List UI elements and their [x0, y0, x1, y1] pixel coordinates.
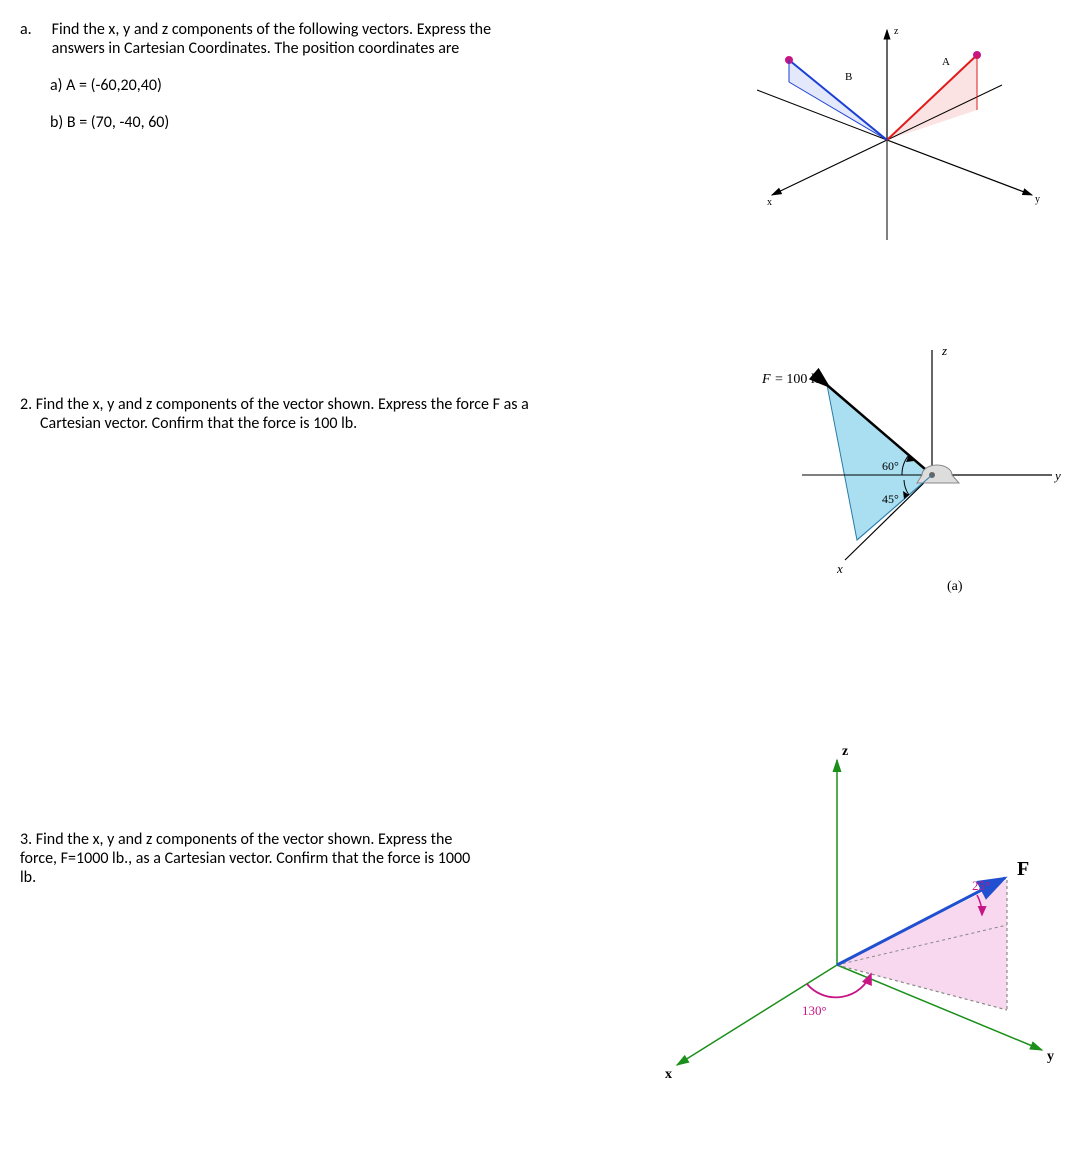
problem-2-text: 2. Find the x, y and z components of the…: [20, 395, 727, 433]
problem-2-line1: 2. Find the x, y and z components of the…: [20, 395, 529, 414]
problem-1-text: a. Find the x, y and z components of the…: [20, 20, 727, 132]
svg-text:x: x: [836, 561, 843, 576]
problem-3-line1: 3. Find the x, y and z components of the…: [20, 830, 452, 849]
svg-text:y: y: [1053, 468, 1061, 483]
problem-1-line1: Find the x, y and z components of the fo…: [52, 20, 491, 39]
problem-2: 2. Find the x, y and z components of the…: [20, 395, 1067, 620]
problem-3-line3: lb.: [20, 868, 36, 887]
svg-text:= 100 lb: = 100 lb: [775, 372, 822, 387]
svg-text:F: F: [1017, 858, 1029, 880]
problem-3: 3. Find the x, y and z components of the…: [20, 830, 1067, 1095]
problem-3-line2: force, F=1000 lb., as a Cartesian vector…: [20, 849, 470, 868]
problem-1-marker: a.: [20, 20, 48, 39]
problem-1-sub-a: a) A = (-60,20,40): [50, 76, 707, 95]
problem-3-text: 3. Find the x, y and z components of the…: [20, 830, 647, 887]
svg-text:x: x: [665, 1067, 672, 1082]
problem-3-figure: z x y F 25° 130°: [647, 710, 1067, 1095]
svg-text:130°: 130°: [802, 1003, 827, 1018]
problem-1-figure: z x y A B: [727, 20, 1067, 275]
problem-2-figure: z y x F = 100 lb: [727, 335, 1067, 620]
svg-text:25°: 25°: [972, 878, 990, 893]
svg-text:x: x: [767, 197, 772, 208]
svg-text:45°: 45°: [882, 492, 899, 506]
svg-text:z: z: [941, 343, 947, 358]
svg-text:z: z: [842, 744, 848, 759]
problem-1-line2: answers in Cartesian Coordinates. The po…: [52, 39, 460, 58]
svg-text:F: F: [761, 372, 771, 387]
problem-1-sub-b: b) B = (70, -40, 60): [50, 113, 707, 132]
problem-1: a. Find the x, y and z components of the…: [20, 20, 1067, 275]
svg-text:z: z: [894, 26, 899, 37]
svg-text:y: y: [1047, 1049, 1054, 1064]
svg-text:y: y: [1035, 194, 1040, 205]
svg-text:(a): (a): [947, 579, 963, 594]
svg-text:60°: 60°: [882, 459, 899, 473]
svg-text:A: A: [942, 56, 950, 68]
svg-text:B: B: [845, 71, 852, 83]
problem-2-line2: Cartesian vector. Confirm that the force…: [40, 414, 357, 433]
